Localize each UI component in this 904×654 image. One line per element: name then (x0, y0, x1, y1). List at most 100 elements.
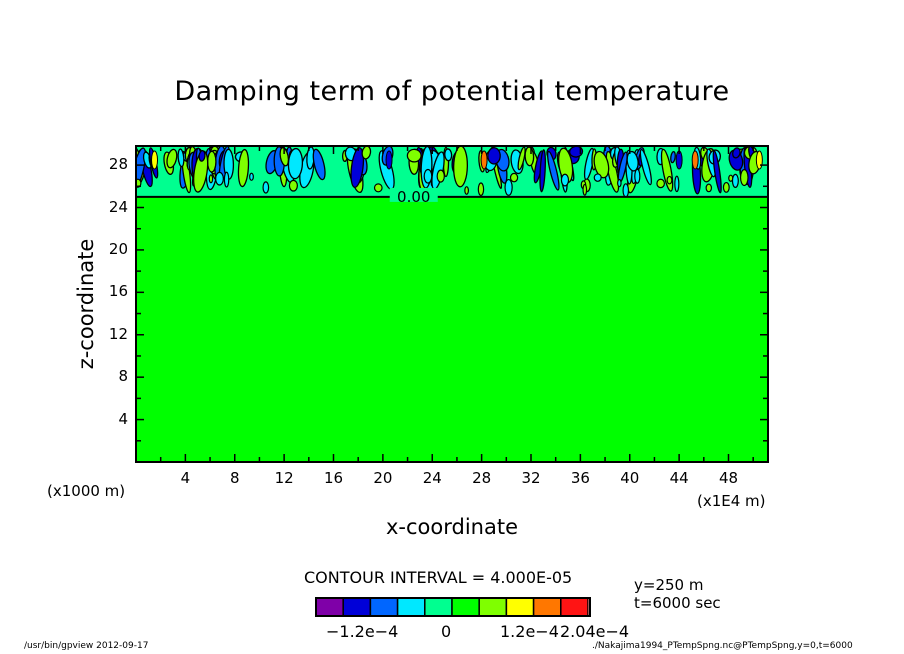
contour-blob (593, 173, 602, 182)
contour-streak (312, 148, 326, 181)
colorbar-frame (315, 597, 591, 617)
contour-label-bg (389, 187, 438, 202)
y-tick-label: 4 (118, 409, 128, 428)
x-tick-label: 32 (521, 469, 541, 487)
contour-streak (198, 149, 206, 162)
colorbar-cell (505, 597, 535, 617)
x-tick-label: 44 (669, 469, 689, 487)
contour-blob (622, 183, 630, 198)
contour-streak (177, 148, 185, 168)
y-tick-label: 24 (108, 197, 128, 216)
contour-blob (634, 168, 641, 184)
y-tick-label: 8 (118, 367, 128, 386)
colorbar-cell (369, 597, 399, 617)
info-time: t=6000 sec (634, 594, 721, 612)
contour-blob (208, 174, 214, 184)
y-tick-label: 12 (108, 324, 128, 343)
contour-extreme (691, 150, 699, 170)
contour-streak (732, 147, 741, 159)
contour-blob (262, 181, 270, 194)
y-tick-label: 28 (108, 155, 128, 174)
x-tick-label: 12 (274, 469, 294, 487)
contour-blob (722, 181, 730, 193)
contour-blob (223, 171, 230, 188)
contour-blob (136, 178, 142, 188)
colorbar-cell (342, 597, 372, 617)
contour-blob (288, 179, 298, 192)
colorbar-label: 2.04e−4 (560, 622, 630, 641)
colorbar-cell (315, 597, 344, 617)
contour-streak (712, 150, 722, 194)
y-tick-label: 20 (108, 239, 128, 258)
contour-extreme (480, 150, 488, 170)
contour-streak (350, 147, 365, 189)
contour-blob (739, 169, 749, 187)
x-tick-label: 40 (620, 469, 640, 487)
contour-blob (215, 171, 224, 186)
colorbar-cell (451, 597, 480, 617)
contour-blob (674, 175, 680, 193)
contour-streak (444, 148, 453, 162)
contour-blob (656, 178, 665, 189)
x-tick-label: 36 (570, 469, 590, 487)
contour-extreme (755, 150, 763, 170)
plot-frame (135, 145, 769, 463)
contour-interval: CONTOUR INTERVAL = 4.000E-05 (304, 568, 573, 587)
colorbar-cell (396, 597, 426, 617)
contour-streak (166, 148, 178, 169)
contour-streak (237, 148, 250, 188)
contour-blob (504, 178, 513, 196)
contour-streak (639, 148, 652, 186)
x-unit-label-right: (x1E4 m) (697, 492, 766, 510)
contour-streak (517, 146, 526, 171)
contour-blob (477, 182, 485, 197)
contour-streak (670, 151, 676, 164)
contour-blob (423, 168, 433, 184)
contour-extreme (151, 150, 159, 170)
contour-streak (487, 147, 501, 165)
contour-streak (406, 148, 422, 163)
x-tick-label: 4 (180, 469, 191, 487)
contour-streak (206, 150, 217, 173)
x-tick-label: 20 (373, 469, 393, 487)
contour-blob (617, 178, 622, 188)
colorbar-cell (424, 597, 453, 617)
x-axis-label: x-coordinate (385, 515, 518, 539)
contour-streak (136, 147, 147, 191)
colorbar-cell (478, 597, 508, 617)
colorbar-cell (560, 597, 589, 617)
contour-blob (731, 173, 739, 189)
contour-blob (582, 183, 588, 196)
contour-streak (593, 150, 610, 179)
contour-blob (373, 183, 383, 193)
x-unit-label-left: (x1000 m) (47, 482, 126, 500)
colorbar-label: −1.2e−4 (326, 622, 399, 641)
contour-blob (560, 173, 570, 187)
colorbar-cell (532, 597, 562, 617)
x-tick-label: 28 (472, 469, 492, 487)
x-tick-label: 16 (323, 469, 344, 487)
contour-streak (539, 149, 546, 193)
contour-blob (436, 169, 445, 183)
contour-label: 0.00 (397, 188, 430, 206)
axes (135, 145, 769, 463)
colorbar (315, 597, 591, 617)
colorbar-label: 1.2e−4 (500, 622, 559, 641)
contour-streak (453, 146, 468, 188)
contour-blob (666, 175, 673, 185)
contour-blob (249, 172, 254, 181)
colorbar-label: 0 (441, 622, 452, 641)
footer-data-source: ./Nakajima1994_PTempSpng.nc@PTempSpng,y=… (592, 641, 853, 651)
y-axis-label: z-coordinate (74, 238, 98, 370)
contour-blob (705, 183, 713, 193)
contour-streak (524, 146, 535, 167)
x-tick-label: 24 (422, 469, 442, 487)
contour-blob (509, 172, 519, 183)
contour-streak (287, 147, 304, 180)
chart-title: Damping term of potential temperature (174, 76, 730, 107)
y-tick-label: 16 (108, 282, 128, 301)
contour-streak (279, 147, 290, 167)
info-y-position: y=250 m (634, 576, 704, 594)
x-tick-label: 48 (718, 469, 739, 487)
